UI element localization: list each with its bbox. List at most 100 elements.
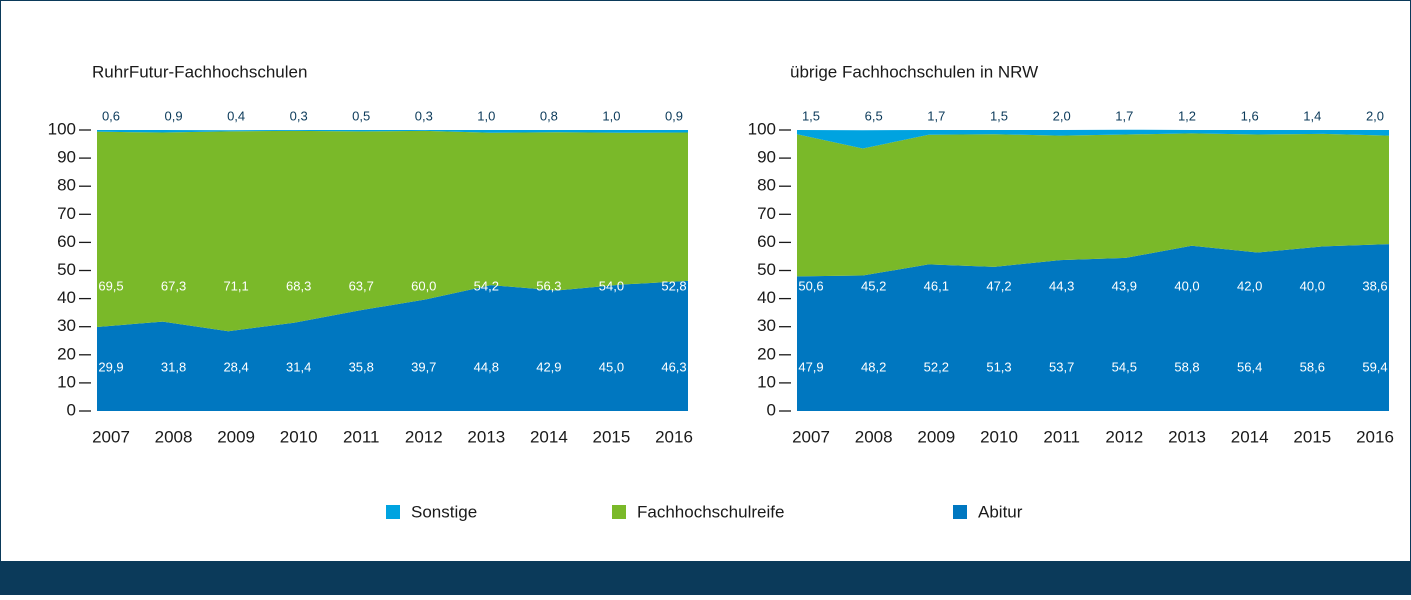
x-tick-label: 2016 xyxy=(655,427,693,446)
data-label: 31,4 xyxy=(286,359,311,374)
y-tick-label: 90 xyxy=(757,148,776,167)
y-tick-label: 0 xyxy=(767,400,776,419)
area xyxy=(97,280,688,411)
data-label: 50,6 xyxy=(798,278,823,293)
y-tick-label: 50 xyxy=(757,260,776,279)
data-label: 1,4 xyxy=(1303,108,1321,123)
y-tick-label: 100 xyxy=(48,119,76,138)
data-label: 6,5 xyxy=(865,108,883,123)
data-label: 45,0 xyxy=(599,359,624,374)
legend-label: Abitur xyxy=(978,502,1023,521)
y-tick-label: 20 xyxy=(757,344,776,363)
data-label: 2,0 xyxy=(1053,108,1071,123)
data-label: 59,4 xyxy=(1362,359,1387,374)
data-label: 46,1 xyxy=(924,278,949,293)
x-tick-label: 2009 xyxy=(217,427,255,446)
y-tick-label: 10 xyxy=(57,372,76,391)
data-label: 0,9 xyxy=(665,108,683,123)
data-label: 1,5 xyxy=(802,108,820,123)
legend-label: Fachhochschulreife xyxy=(637,502,784,521)
data-label: 1,7 xyxy=(1115,108,1133,123)
x-tick-label: 2008 xyxy=(155,427,193,446)
x-tick-label: 2015 xyxy=(1293,427,1331,446)
x-tick-label: 2013 xyxy=(1168,427,1206,446)
x-tick-label: 2007 xyxy=(92,427,130,446)
y-tick-label: 90 xyxy=(57,148,76,167)
data-label: 45,2 xyxy=(861,278,886,293)
area xyxy=(797,129,1389,149)
data-label: 28,4 xyxy=(223,359,248,374)
data-label: 40,0 xyxy=(1174,278,1199,293)
data-label: 1,6 xyxy=(1241,108,1259,123)
y-tick-label: 60 xyxy=(57,232,76,251)
x-tick-label: 2010 xyxy=(280,427,318,446)
x-tick-label: 2016 xyxy=(1356,427,1394,446)
y-tick-label: 80 xyxy=(757,176,776,195)
data-label: 56,4 xyxy=(1237,359,1262,374)
data-label: 52,2 xyxy=(924,359,949,374)
x-tick-label: 2012 xyxy=(1105,427,1143,446)
legend-label: Sonstige xyxy=(411,502,477,521)
data-label: 69,5 xyxy=(98,278,123,293)
legend-swatch xyxy=(612,505,626,519)
data-label: 56,3 xyxy=(536,278,561,293)
data-label: 2,0 xyxy=(1366,108,1384,123)
y-tick-label: 30 xyxy=(57,316,76,335)
data-label: 0,6 xyxy=(102,108,120,123)
x-tick-label: 2012 xyxy=(405,427,443,446)
area xyxy=(797,244,1389,411)
data-label: 35,8 xyxy=(349,359,374,374)
data-label: 44,3 xyxy=(1049,278,1074,293)
data-label: 52,8 xyxy=(661,278,686,293)
area xyxy=(97,130,688,133)
data-label: 38,6 xyxy=(1362,278,1387,293)
data-label: 40,0 xyxy=(1300,278,1325,293)
data-label: 31,8 xyxy=(161,359,186,374)
data-label: 0,4 xyxy=(227,108,245,123)
data-label: 54,0 xyxy=(599,278,624,293)
data-label: 29,9 xyxy=(98,359,123,374)
data-label: 0,9 xyxy=(165,108,183,123)
x-tick-label: 2007 xyxy=(792,427,830,446)
data-label: 0,8 xyxy=(540,108,558,123)
x-tick-label: 2014 xyxy=(530,427,568,446)
chart-title: übrige Fachhochschulen in NRW xyxy=(790,62,1038,81)
data-label: 47,2 xyxy=(986,278,1011,293)
x-tick-label: 2008 xyxy=(855,427,893,446)
data-label: 51,3 xyxy=(986,359,1011,374)
x-tick-label: 2013 xyxy=(467,427,505,446)
area xyxy=(97,130,688,332)
data-label: 54,5 xyxy=(1112,359,1137,374)
data-label: 53,7 xyxy=(1049,359,1074,374)
data-label: 1,0 xyxy=(477,108,495,123)
area xyxy=(797,133,1389,277)
x-tick-label: 2010 xyxy=(980,427,1018,446)
chart-title: RuhrFutur-Fachhochschulen xyxy=(92,62,307,81)
y-tick-label: 70 xyxy=(57,204,76,223)
data-label: 1,7 xyxy=(927,108,945,123)
legend-swatch xyxy=(386,505,400,519)
x-tick-label: 2011 xyxy=(343,427,380,446)
legend-swatch xyxy=(953,505,967,519)
y-tick-label: 50 xyxy=(57,260,76,279)
data-label: 0,3 xyxy=(415,108,433,123)
data-label: 60,0 xyxy=(411,278,436,293)
data-label: 42,0 xyxy=(1237,278,1262,293)
y-tick-label: 0 xyxy=(67,400,76,419)
x-tick-label: 2011 xyxy=(1043,427,1080,446)
y-tick-label: 80 xyxy=(57,176,76,195)
data-label: 58,8 xyxy=(1174,359,1199,374)
y-tick-label: 40 xyxy=(757,288,776,307)
data-label: 1,0 xyxy=(602,108,620,123)
data-label: 63,7 xyxy=(349,278,374,293)
y-tick-label: 70 xyxy=(757,204,776,223)
data-label: 42,9 xyxy=(536,359,561,374)
footer-band xyxy=(0,561,1411,595)
data-label: 68,3 xyxy=(286,278,311,293)
data-label: 58,6 xyxy=(1300,359,1325,374)
data-label: 67,3 xyxy=(161,278,186,293)
data-label: 48,2 xyxy=(861,359,886,374)
y-tick-label: 40 xyxy=(57,288,76,307)
y-tick-label: 10 xyxy=(757,372,776,391)
data-label: 0,3 xyxy=(290,108,308,123)
